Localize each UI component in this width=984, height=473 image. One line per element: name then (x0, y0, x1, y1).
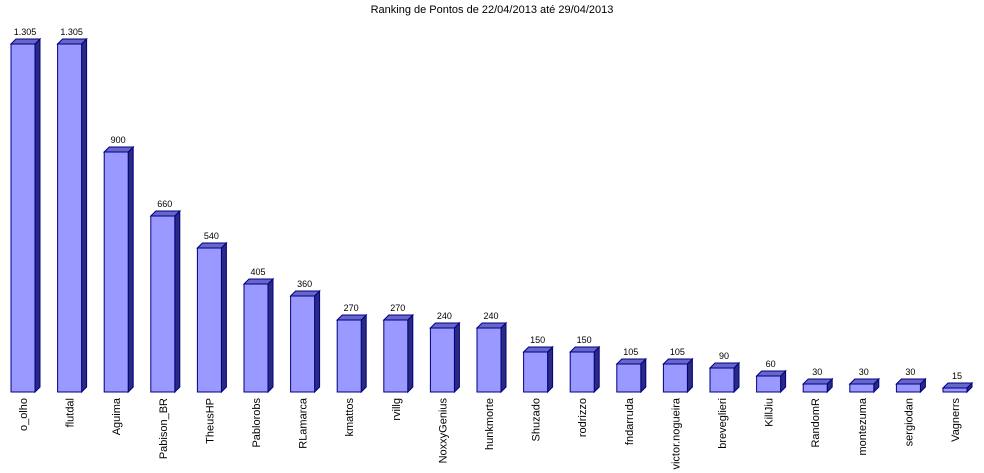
bar-top (895, 378, 927, 385)
value-label: 90 (719, 351, 729, 361)
x-tick-label: hunkmorte (484, 398, 496, 450)
bar-side (267, 277, 274, 394)
x-tick-label: rodrizzo (577, 398, 589, 437)
bar-top (9, 38, 42, 45)
bar-top (941, 382, 974, 389)
value-label: 1.305 (14, 27, 37, 37)
bar-top (848, 378, 881, 385)
value-label: 30 (812, 367, 822, 377)
bar-side (593, 345, 600, 394)
bar-top (708, 362, 741, 369)
x-tick-label: montezuma (857, 397, 869, 455)
bar-top (662, 358, 694, 365)
bar (290, 295, 316, 393)
bar (709, 367, 735, 393)
bar (662, 363, 688, 393)
bar (849, 383, 875, 393)
bar (196, 247, 222, 393)
bar (476, 327, 502, 393)
bar-top (289, 290, 321, 297)
value-label: 540 (204, 231, 219, 241)
bar (942, 387, 968, 393)
bar (429, 327, 455, 393)
bar-top (801, 378, 834, 385)
value-label: 240 (437, 311, 452, 321)
x-tick-label: RLamarca (298, 397, 310, 449)
bar-top (102, 146, 135, 153)
x-tick-label: NoxxyGenius (437, 398, 449, 464)
x-tick-label: Pabison_BR (158, 398, 170, 459)
x-tick-label: Pablorobs (251, 398, 263, 448)
x-tick-label: victor.nogueira (670, 397, 682, 469)
bar-top (56, 38, 88, 45)
bar-top (568, 346, 601, 353)
x-tick-label: Aguima (111, 397, 123, 435)
value-label: 30 (905, 367, 915, 377)
x-tick-label: RandomR (810, 398, 822, 448)
value-label: 1.305 (60, 27, 83, 37)
bar-side (34, 37, 41, 394)
value-label: 240 (483, 311, 498, 321)
x-tick-label: kmattos (344, 398, 356, 437)
bar-top (429, 322, 461, 329)
value-label: 15 (952, 371, 962, 381)
x-tick-label: rvillg (391, 398, 403, 421)
bar (383, 319, 409, 393)
x-tick-label: Shuzado (531, 398, 543, 441)
value-label: 270 (390, 303, 405, 313)
bar-top (335, 314, 368, 321)
bar (616, 363, 642, 393)
bar-side (360, 313, 367, 394)
bar (57, 43, 83, 393)
bar (756, 375, 782, 393)
value-label: 405 (250, 267, 265, 277)
value-label: 660 (157, 199, 172, 209)
x-tick-label: TheusHP (204, 398, 216, 444)
value-label: 105 (670, 347, 685, 357)
x-tick-label: fndarruda (624, 397, 636, 445)
bar-top (382, 314, 415, 321)
bar-side (500, 321, 507, 394)
bar-side (453, 321, 460, 394)
x-tick-label: o_olho (18, 398, 30, 431)
bar-top (755, 370, 787, 377)
bar-side (407, 313, 414, 394)
x-tick-label: sergiodan (903, 398, 915, 446)
bar (895, 383, 921, 393)
bar-top (475, 322, 508, 329)
bar-side (314, 289, 321, 394)
bar-top (242, 278, 275, 285)
bar-top (196, 242, 228, 249)
value-label: 360 (297, 279, 312, 289)
bar-side (174, 209, 181, 394)
value-label: 150 (530, 335, 545, 345)
bar (243, 283, 269, 393)
x-tick-label: Vagnerrs (950, 398, 962, 442)
bar (103, 151, 129, 393)
x-tick-label: flutdal (65, 398, 77, 427)
bar-side (220, 241, 227, 394)
bar (150, 215, 176, 393)
bar-side (81, 37, 88, 394)
bar-top (522, 346, 554, 353)
chart-title: Ranking de Pontos de 22/04/2013 até 29/0… (371, 4, 614, 16)
bar-side (547, 345, 554, 394)
bar-side (127, 145, 134, 394)
bar (336, 319, 362, 393)
value-label: 270 (344, 303, 359, 313)
value-label: 105 (623, 347, 638, 357)
bar (569, 351, 595, 393)
value-label: 60 (766, 359, 776, 369)
bar (10, 43, 36, 393)
value-label: 30 (859, 367, 869, 377)
x-tick-label: breveglieri (717, 398, 729, 449)
value-label: 150 (577, 335, 592, 345)
bar (802, 383, 828, 393)
bar-top (149, 210, 182, 217)
bar-top (615, 358, 648, 365)
x-tick-label: KillJiu (764, 398, 776, 427)
bar (523, 351, 549, 393)
value-label: 900 (111, 135, 126, 145)
